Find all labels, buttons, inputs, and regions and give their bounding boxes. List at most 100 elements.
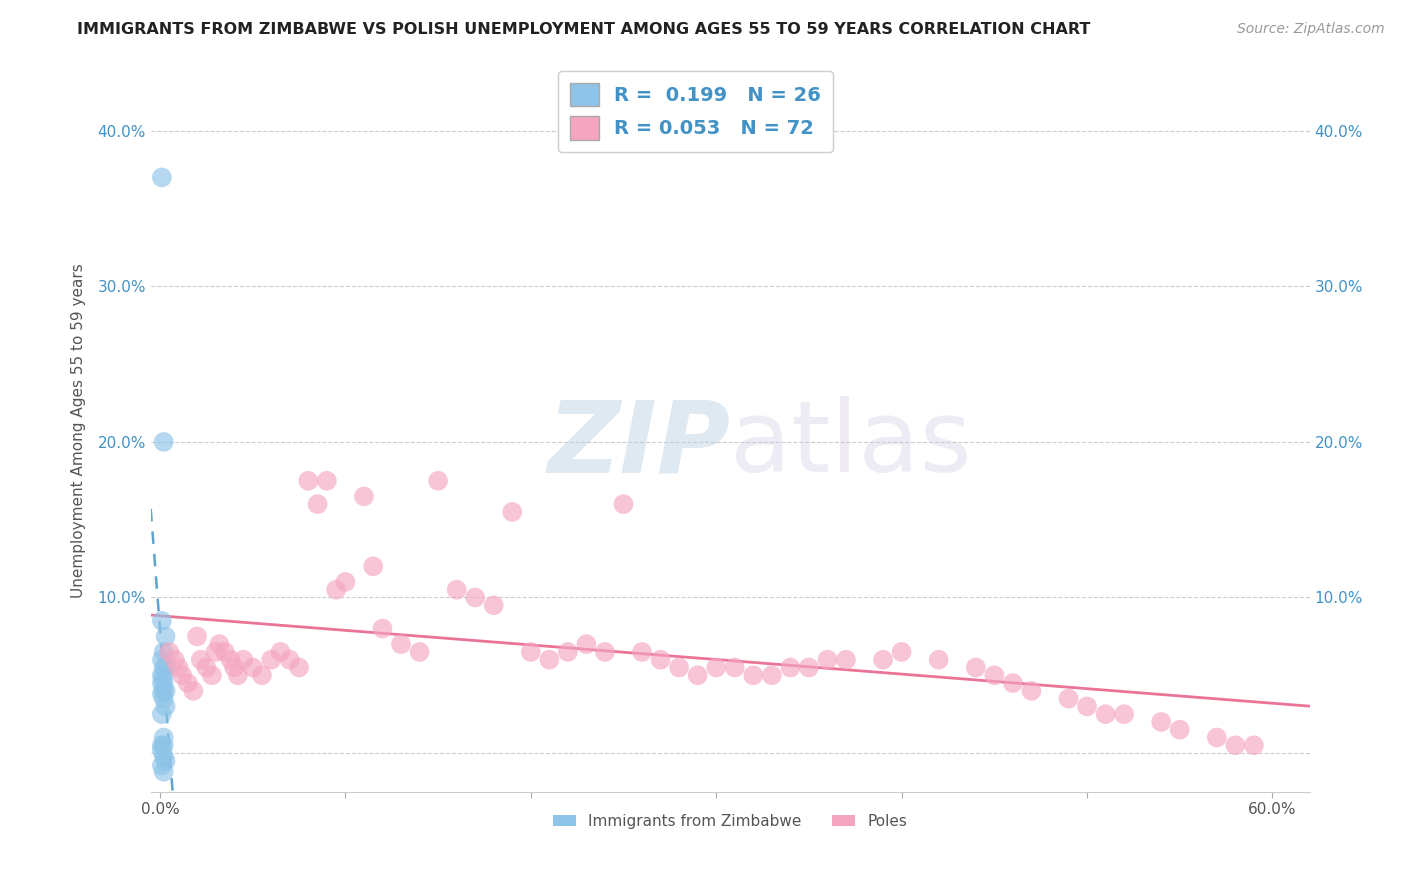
Point [152, 731, 174, 745]
Point [650, 653, 672, 667]
Point [152, 645, 174, 659]
Point [177, 676, 200, 690]
Point [446, 582, 468, 597]
Point [501, 505, 523, 519]
Point [150, 707, 173, 722]
Point [224, 660, 246, 674]
Point [965, 660, 987, 674]
Point [464, 591, 486, 605]
Point [163, 653, 186, 667]
Point [152, 668, 174, 682]
Point [1057, 691, 1080, 706]
Text: ZIP: ZIP [547, 396, 730, 493]
Point [779, 660, 801, 674]
Point [983, 668, 1005, 682]
Point [183, 683, 205, 698]
Point [538, 653, 561, 667]
Point [155, 660, 177, 674]
Point [1094, 707, 1116, 722]
Point [408, 645, 430, 659]
Point [742, 668, 765, 682]
Point [278, 653, 301, 667]
Point [190, 653, 212, 667]
Point [214, 645, 236, 659]
Point [150, 743, 173, 757]
Point [631, 645, 654, 659]
Point [208, 637, 231, 651]
Point [297, 474, 319, 488]
Point [288, 660, 311, 674]
Point [325, 582, 347, 597]
Point [307, 497, 329, 511]
Point [201, 668, 224, 682]
Point [928, 653, 950, 667]
Point [1076, 699, 1098, 714]
Point [186, 629, 208, 643]
Point [150, 758, 173, 772]
Point [250, 668, 273, 682]
Point [150, 653, 173, 667]
Y-axis label: Unemployment Among Ages 55 to 59 years: Unemployment Among Ages 55 to 59 years [72, 263, 86, 598]
Point [1168, 723, 1191, 737]
Point [1150, 714, 1173, 729]
Point [157, 645, 180, 659]
Point [150, 170, 173, 185]
Point [195, 660, 218, 674]
Point [270, 645, 292, 659]
Point [150, 739, 173, 753]
Point [761, 668, 783, 682]
Point [232, 653, 254, 667]
Point [557, 645, 579, 659]
Point [361, 559, 384, 574]
Point [520, 645, 543, 659]
Point [353, 489, 375, 503]
Text: IMMIGRANTS FROM ZIMBABWE VS POLISH UNEMPLOYMENT AMONG AGES 55 TO 59 YEARS CORREL: IMMIGRANTS FROM ZIMBABWE VS POLISH UNEMP… [77, 22, 1091, 37]
Point [835, 653, 858, 667]
Point [152, 676, 174, 690]
Point [371, 622, 394, 636]
Point [152, 683, 174, 698]
Point [204, 645, 226, 659]
Point [155, 683, 177, 698]
Point [219, 653, 242, 667]
Point [482, 599, 505, 613]
Text: Source: ZipAtlas.com: Source: ZipAtlas.com [1237, 22, 1385, 37]
Point [152, 434, 174, 449]
Point [260, 653, 283, 667]
Point [172, 668, 194, 682]
Point [152, 764, 174, 779]
Point [150, 668, 173, 682]
Point [704, 660, 727, 674]
Point [797, 660, 820, 674]
Point [1243, 739, 1265, 753]
Point [1205, 731, 1227, 745]
Point [150, 614, 173, 628]
Point [152, 739, 174, 753]
Point [155, 699, 177, 714]
Point [724, 660, 747, 674]
Point [686, 668, 709, 682]
Point [155, 754, 177, 768]
Point [575, 637, 598, 651]
Point [152, 691, 174, 706]
Point [593, 645, 616, 659]
Point [817, 653, 839, 667]
Point [1001, 676, 1024, 690]
Point [427, 474, 450, 488]
Point [315, 474, 337, 488]
Point [150, 687, 173, 701]
Point [226, 668, 249, 682]
Point [612, 497, 634, 511]
Point [1114, 707, 1136, 722]
Point [242, 660, 264, 674]
Point [890, 645, 912, 659]
Text: atlas: atlas [730, 396, 972, 493]
Point [1225, 739, 1247, 753]
Point [150, 676, 173, 690]
Point [1021, 683, 1043, 698]
Point [668, 660, 690, 674]
Point [152, 660, 174, 674]
Legend: Immigrants from Zimbabwe, Poles: Immigrants from Zimbabwe, Poles [547, 808, 914, 835]
Point [872, 653, 894, 667]
Point [389, 637, 412, 651]
